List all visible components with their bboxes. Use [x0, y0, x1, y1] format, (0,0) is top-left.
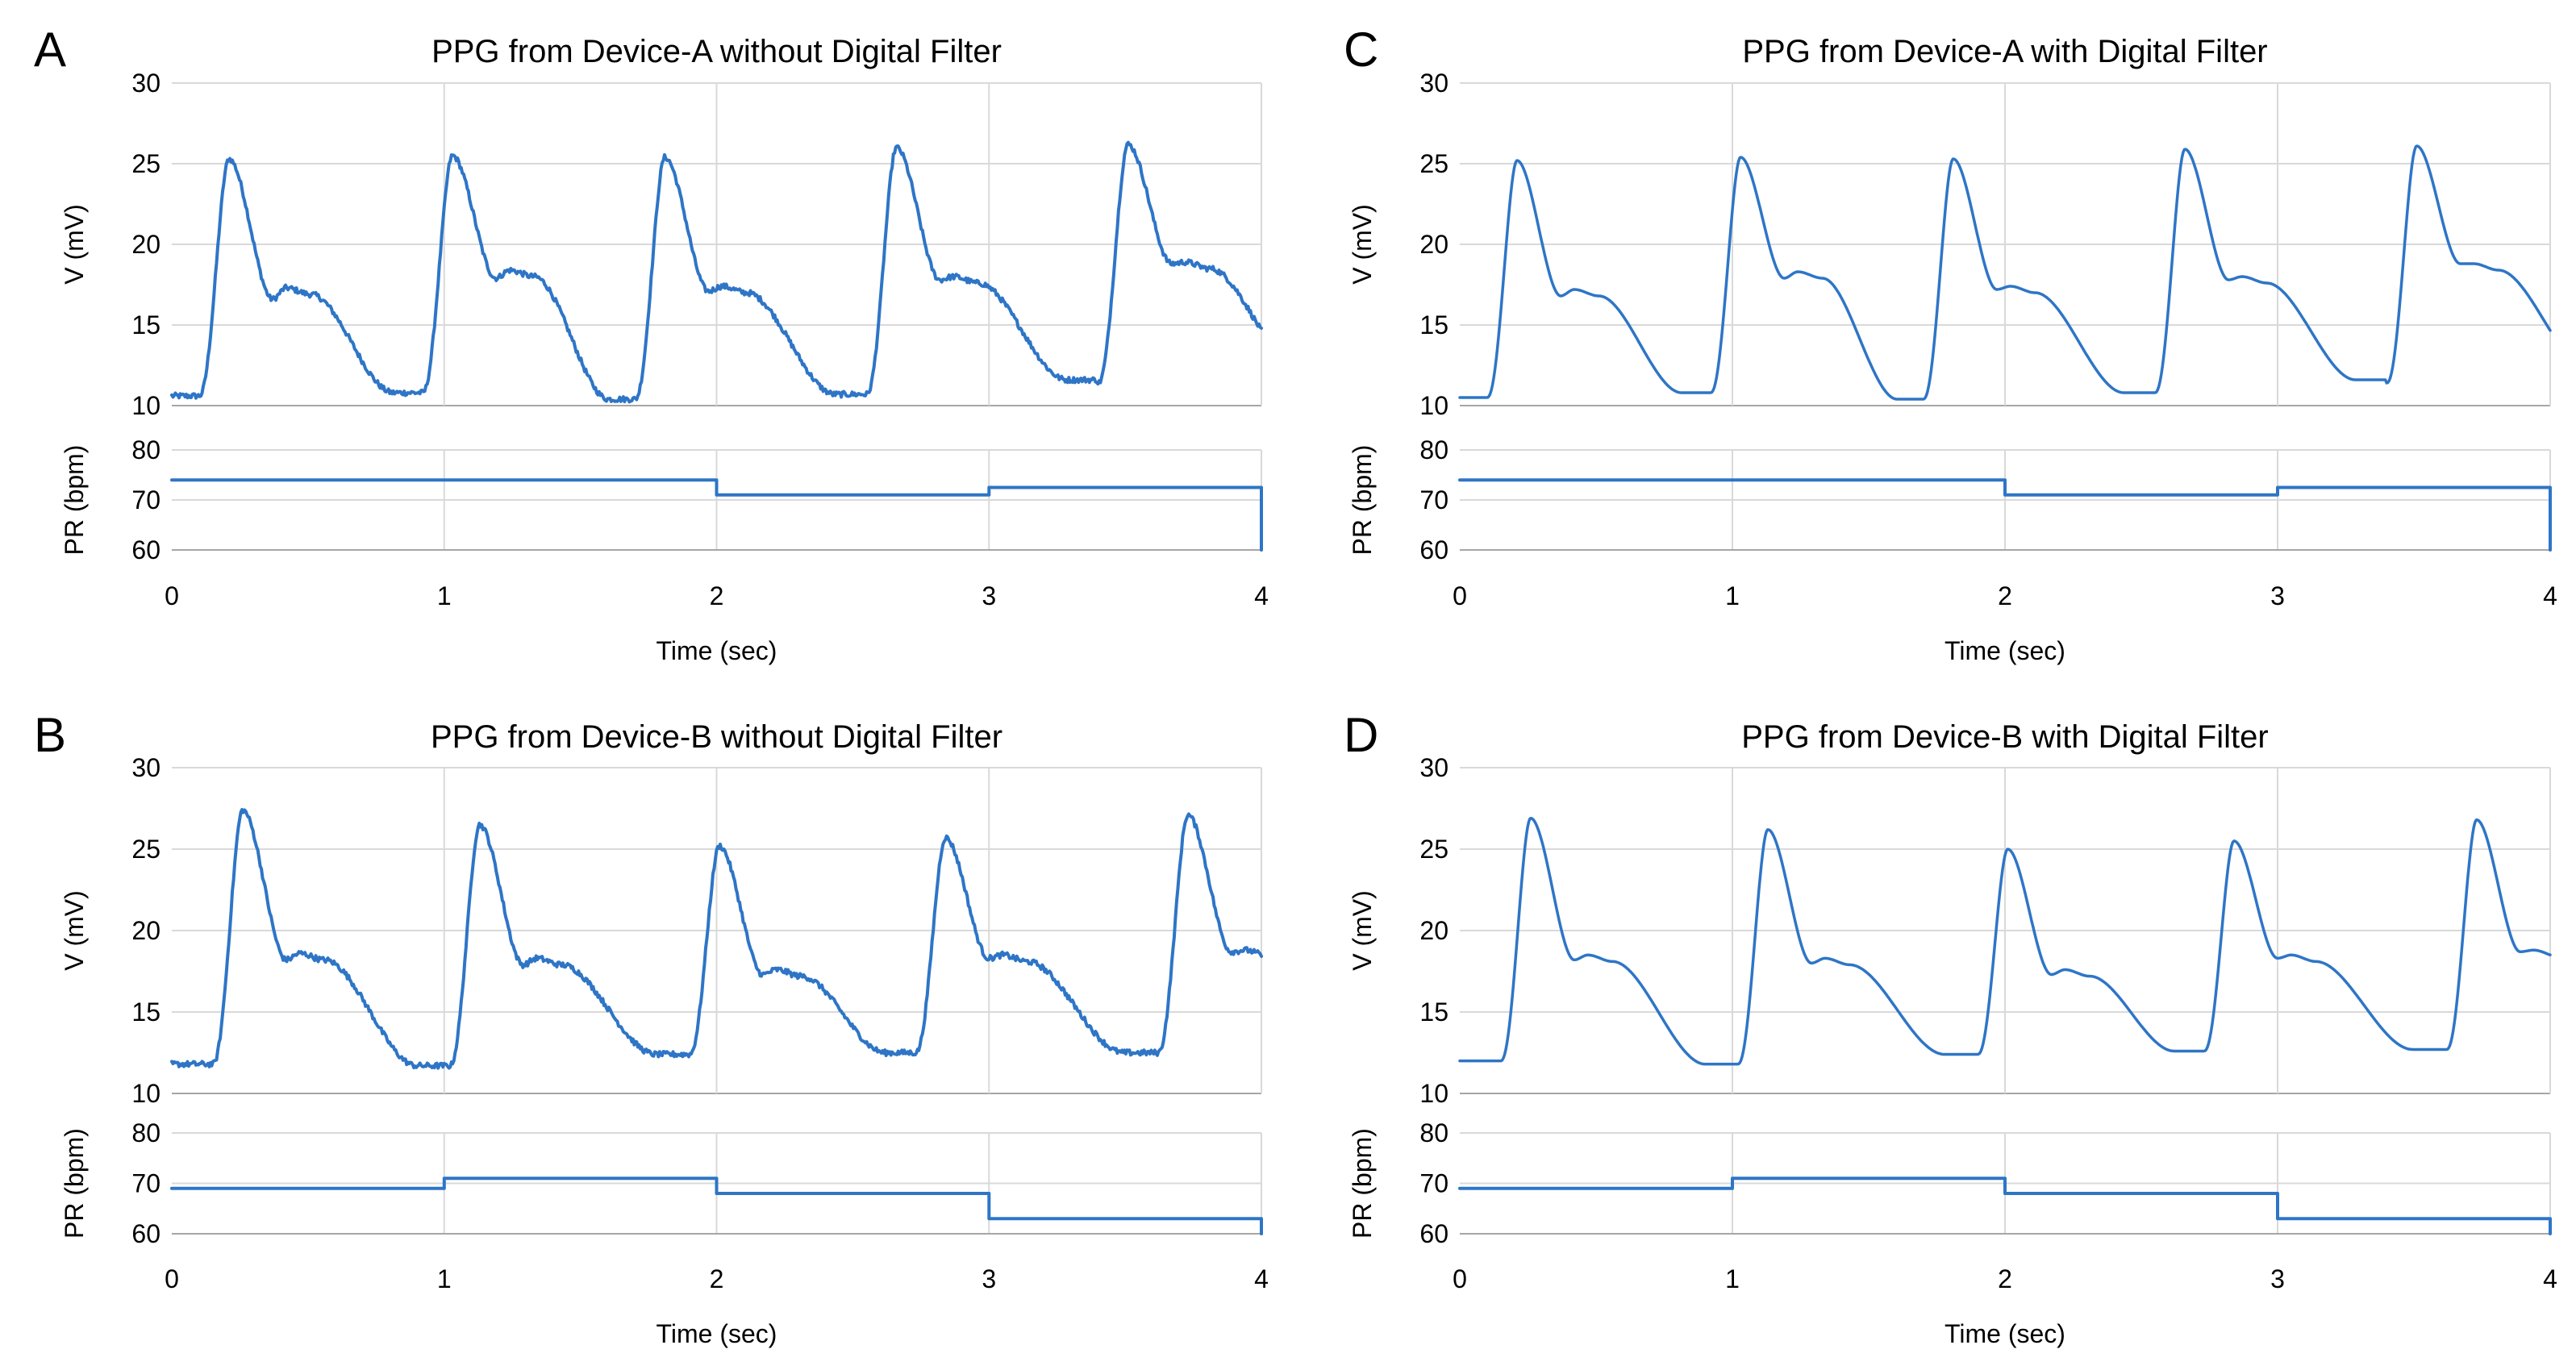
ppg-y-tick-label: 15 [131, 997, 160, 1027]
x-tick-label: 3 [982, 581, 996, 610]
panel-b: B PPG from Device-B without Digital Filte… [34, 708, 1269, 1348]
x-tick-label: 3 [982, 1264, 996, 1293]
pr-y-tick-label: 80 [1419, 435, 1448, 464]
ppg-series-line [170, 140, 1263, 404]
ppg-y-tick-label: 10 [1419, 391, 1448, 420]
x-tick-label: 3 [2270, 581, 2285, 610]
panel-title: PPG from Device-B with Digital Filter [1741, 719, 2268, 755]
pr-y-tick-label: 60 [131, 535, 160, 564]
pr-y-tick-label: 60 [1419, 1219, 1448, 1248]
pr-step-line [170, 478, 1263, 552]
ppg-y-axis-label: V (mV) [1348, 890, 1377, 971]
pr-y-tick-label: 70 [131, 485, 160, 514]
pr-y-tick-label: 70 [131, 1169, 160, 1198]
ppg-y-axis-label: V (mV) [1348, 204, 1377, 285]
panel-letter: D [1344, 708, 1378, 762]
ppg-y-tick-label: 10 [131, 1079, 160, 1108]
ppg-series-line [1458, 144, 2552, 401]
x-tick-label: 2 [1998, 1264, 2012, 1293]
pr-y-tick-label: 80 [131, 1118, 160, 1147]
pr-y-axis-label: PR (bpm) [60, 1128, 89, 1239]
ppg-y-tick-label: 25 [1419, 835, 1448, 864]
ppg-y-tick-label: 30 [1419, 69, 1448, 98]
x-tick-label: 0 [1453, 581, 1467, 610]
x-tick-label: 1 [1725, 581, 1740, 610]
panel-title: PPG from Device-A without Digital Filter [431, 34, 1002, 69]
ppg-y-tick-label: 15 [1419, 310, 1448, 339]
ppg-series-line [170, 807, 1263, 1070]
panel-letter: B [34, 708, 66, 762]
x-tick-label: 1 [437, 581, 452, 610]
ppg-y-tick-label: 20 [1419, 916, 1448, 945]
ppg-y-axis-label: V (mV) [60, 890, 89, 971]
x-tick-label: 1 [437, 1264, 452, 1293]
panel-c: C PPG from Device-A with Digital Filter10… [1344, 23, 2557, 665]
x-axis-label: Time (sec) [657, 636, 777, 665]
ppg-y-tick-label: 20 [131, 916, 160, 945]
pr-y-axis-label: PR (bpm) [60, 445, 89, 556]
pr-y-tick-label: 70 [1419, 1169, 1448, 1198]
pr-y-tick-label: 60 [1419, 535, 1448, 564]
pr-y-axis-label: PR (bpm) [1348, 445, 1377, 556]
x-tick-label: 2 [710, 581, 724, 610]
x-tick-label: 0 [1453, 1264, 1467, 1293]
ppg-y-tick-label: 25 [131, 835, 160, 864]
ppg-y-tick-label: 15 [131, 310, 160, 339]
pr-step-line [1458, 478, 2552, 552]
pr-y-tick-label: 80 [1419, 1118, 1448, 1147]
ppg-y-tick-label: 30 [1419, 753, 1448, 782]
x-tick-label: 0 [165, 1264, 179, 1293]
pr-y-tick-label: 80 [131, 435, 160, 464]
x-tick-label: 3 [2270, 1264, 2285, 1293]
x-tick-label: 4 [1254, 581, 1269, 610]
x-tick-label: 4 [2543, 581, 2557, 610]
pr-step-line [1458, 1177, 2552, 1235]
pr-y-tick-label: 60 [131, 1219, 160, 1248]
x-tick-label: 1 [1725, 1264, 1740, 1293]
x-tick-label: 2 [710, 1264, 724, 1293]
ppg-y-tick-label: 15 [1419, 997, 1448, 1027]
panel-d: D PPG from Device-B with Digital Filter10… [1344, 708, 2557, 1348]
ppg-y-tick-label: 25 [1419, 149, 1448, 178]
ppg-y-tick-label: 25 [131, 149, 160, 178]
pr-y-tick-label: 70 [1419, 485, 1448, 514]
x-axis-label: Time (sec) [1945, 1319, 2065, 1348]
pr-y-axis-label: PR (bpm) [1348, 1128, 1377, 1239]
ppg-y-tick-label: 20 [1419, 230, 1448, 259]
x-axis-label: Time (sec) [657, 1319, 777, 1348]
panel-letter: A [34, 23, 66, 77]
x-tick-label: 4 [2543, 1264, 2557, 1293]
ppg-y-tick-label: 30 [131, 753, 160, 782]
panel-title: PPG from Device-A with Digital Filter [1742, 34, 2267, 69]
ppg-y-tick-label: 10 [1419, 1079, 1448, 1108]
panel-letter: C [1344, 23, 1378, 77]
pr-step-line [170, 1177, 1263, 1235]
ppg-y-tick-label: 30 [131, 69, 160, 98]
x-tick-label: 0 [165, 581, 179, 610]
ppg-y-tick-label: 20 [131, 230, 160, 259]
ppg-series-line [1458, 816, 2552, 1066]
ppg-y-tick-label: 10 [131, 391, 160, 420]
panel-title: PPG from Device-B without Digital Filter [431, 719, 1002, 755]
x-tick-label: 2 [1998, 581, 2012, 610]
ppg-y-axis-label: V (mV) [60, 204, 89, 285]
x-axis-label: Time (sec) [1945, 636, 2065, 665]
panel-a: A PPG from Device-A without Digital Filte… [34, 23, 1269, 665]
x-tick-label: 4 [1254, 1264, 1269, 1293]
